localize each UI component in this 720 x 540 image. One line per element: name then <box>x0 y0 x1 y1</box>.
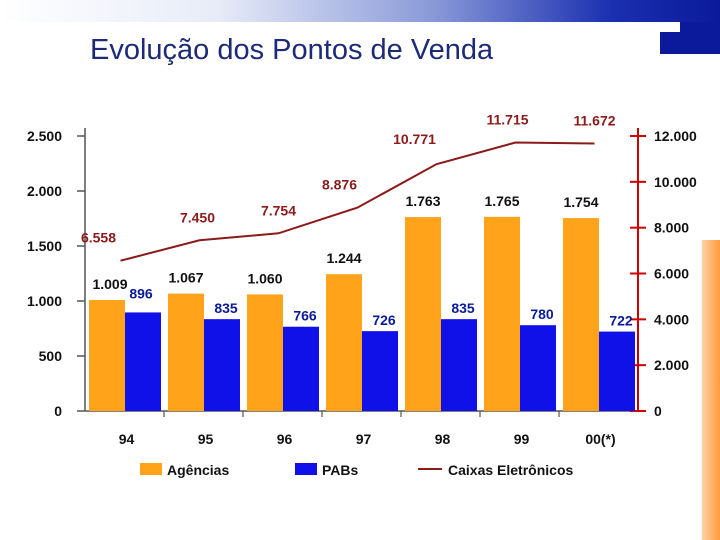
data-label-agencias: 1.244 <box>326 250 361 266</box>
slide-title: Evolução dos Pontos de Venda <box>90 34 494 66</box>
x-tick-label: 98 <box>435 431 451 447</box>
corner-decoration <box>680 22 720 32</box>
right-tick-label: 8.000 <box>654 220 689 236</box>
right-tick-label: 12.000 <box>654 128 697 144</box>
data-label-pabs: 766 <box>293 308 317 324</box>
bar-agencias <box>247 294 283 411</box>
left-tick-label: 1.000 <box>27 293 62 309</box>
bar-agencias <box>326 274 362 411</box>
right-tick-label: 0 <box>654 403 662 419</box>
data-label-caixas: 11.715 <box>486 112 528 128</box>
x-tick-label: 95 <box>198 431 214 447</box>
data-label-agencias: 1.067 <box>168 270 203 286</box>
data-label-pabs: 726 <box>372 312 396 328</box>
left-tick-label: 1.500 <box>27 238 62 254</box>
data-label-pabs: 780 <box>530 306 554 322</box>
data-label-agencias: 1.765 <box>484 193 519 209</box>
x-tick-label: 96 <box>277 431 293 447</box>
bar-agencias <box>484 216 520 411</box>
left-tick-label: 0 <box>54 403 62 419</box>
bar-pabs <box>204 319 240 411</box>
left-tick-label: 2.500 <box>27 128 62 144</box>
legend-swatch-pabs <box>295 463 317 475</box>
legend-label-agencias: Agências <box>167 462 229 478</box>
corner-decoration <box>660 32 720 54</box>
data-label-agencias: 1.763 <box>405 193 440 209</box>
data-label-caixas: 6.558 <box>81 230 116 246</box>
top-gradient-band <box>0 0 720 22</box>
data-label-caixas: 8.876 <box>322 177 357 193</box>
data-label-caixas: 11.672 <box>573 113 615 129</box>
bar-pabs <box>441 319 477 411</box>
right-tick-label: 4.000 <box>654 311 689 327</box>
bar-agencias <box>89 300 125 411</box>
left-tick-label: 500 <box>39 348 63 364</box>
left-tick-label: 2.000 <box>27 183 62 199</box>
legend-label-pabs: PABs <box>322 462 359 478</box>
data-label-agencias: 1.060 <box>247 270 282 286</box>
x-tick-label: 97 <box>356 431 372 447</box>
line-caixas-eletronicos <box>120 141 595 262</box>
data-label-pabs: 835 <box>451 300 475 316</box>
legend-swatch-agencias <box>140 463 162 475</box>
x-tick-label: 99 <box>514 431 530 447</box>
x-tick-label: 94 <box>119 431 135 447</box>
right-tick-label: 6.000 <box>654 266 689 282</box>
data-label-caixas: 7.754 <box>261 202 296 218</box>
right-tick-label: 2.000 <box>654 357 689 373</box>
bar-pabs <box>125 312 161 411</box>
data-label-agencias: 1.009 <box>92 276 127 292</box>
right-tick-label: 10.000 <box>654 174 697 190</box>
bar-agencias <box>168 293 204 411</box>
bar-agencias <box>563 218 599 411</box>
x-tick-label: 00(*) <box>585 431 615 447</box>
data-label-agencias: 1.754 <box>563 194 598 210</box>
data-label-pabs: 722 <box>609 313 633 329</box>
bar-pabs <box>362 331 398 411</box>
bar-pabs <box>599 331 635 411</box>
right-edge-decoration <box>702 240 720 540</box>
data-label-caixas: 7.450 <box>180 209 215 225</box>
data-label-pabs: 835 <box>214 300 238 316</box>
data-label-pabs: 896 <box>129 285 153 301</box>
bar-pabs <box>283 326 319 411</box>
legend-label-caixas: Caixas Eletrônicos <box>448 462 573 478</box>
bar-pabs <box>520 325 556 411</box>
bar-agencias <box>405 217 441 411</box>
data-label-caixas: 10.771 <box>393 131 436 147</box>
